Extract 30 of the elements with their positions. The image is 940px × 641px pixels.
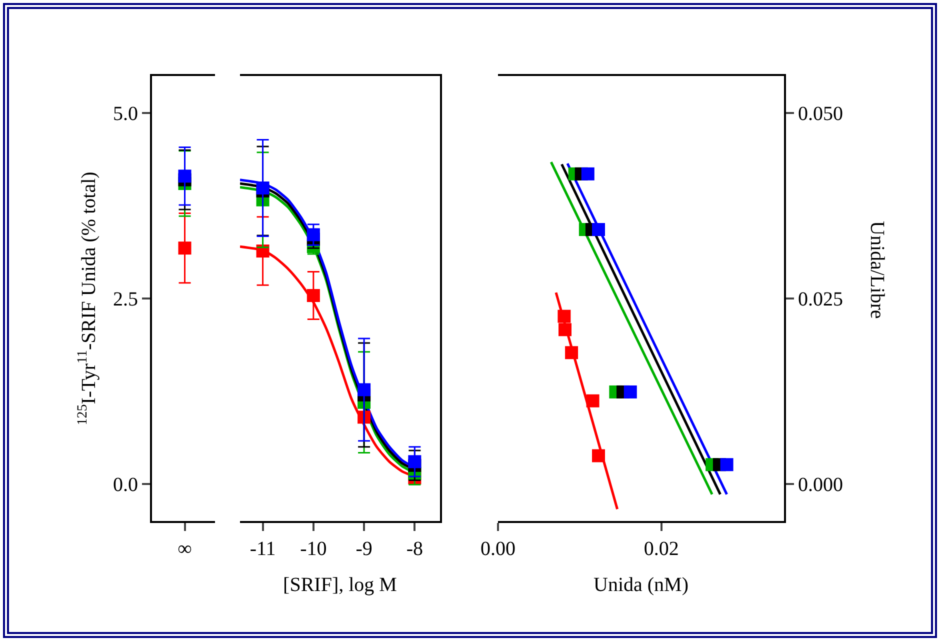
point [586, 394, 600, 408]
point [581, 167, 594, 180]
x-tick-label: 0.00 [480, 538, 516, 560]
point [624, 385, 637, 398]
point [358, 383, 371, 396]
point [592, 449, 606, 462]
point [408, 455, 422, 468]
point [306, 228, 320, 242]
y-tick-label: 5.0 [113, 103, 138, 126]
y2-tick-label: 0.000 [798, 474, 843, 496]
y2-tick-label: 0.050 [798, 103, 843, 126]
y2-tick-label: 0.025 [798, 288, 843, 310]
x-tick-label: ∞ [178, 538, 192, 560]
point [720, 458, 734, 472]
point [592, 223, 606, 236]
x-axis-title: [SRIF], log M [283, 574, 398, 596]
x-tick-label: -9 [356, 538, 372, 560]
y2-axis-title: Unida/Libre [866, 221, 888, 319]
y-tick-label: 2.5 [113, 288, 138, 310]
point [306, 289, 320, 302]
x-tick-label: -8 [406, 538, 424, 560]
point [565, 346, 578, 360]
x-tick-label: -11 [250, 538, 276, 560]
point [558, 310, 571, 323]
x-tick-label: -10 [300, 538, 327, 560]
x-tick-label: 0.02 [644, 538, 679, 560]
x-axis-title: Unida (nM) [594, 574, 688, 596]
y-tick-label: 0.0 [113, 474, 138, 496]
point [558, 323, 572, 336]
point [256, 181, 270, 194]
